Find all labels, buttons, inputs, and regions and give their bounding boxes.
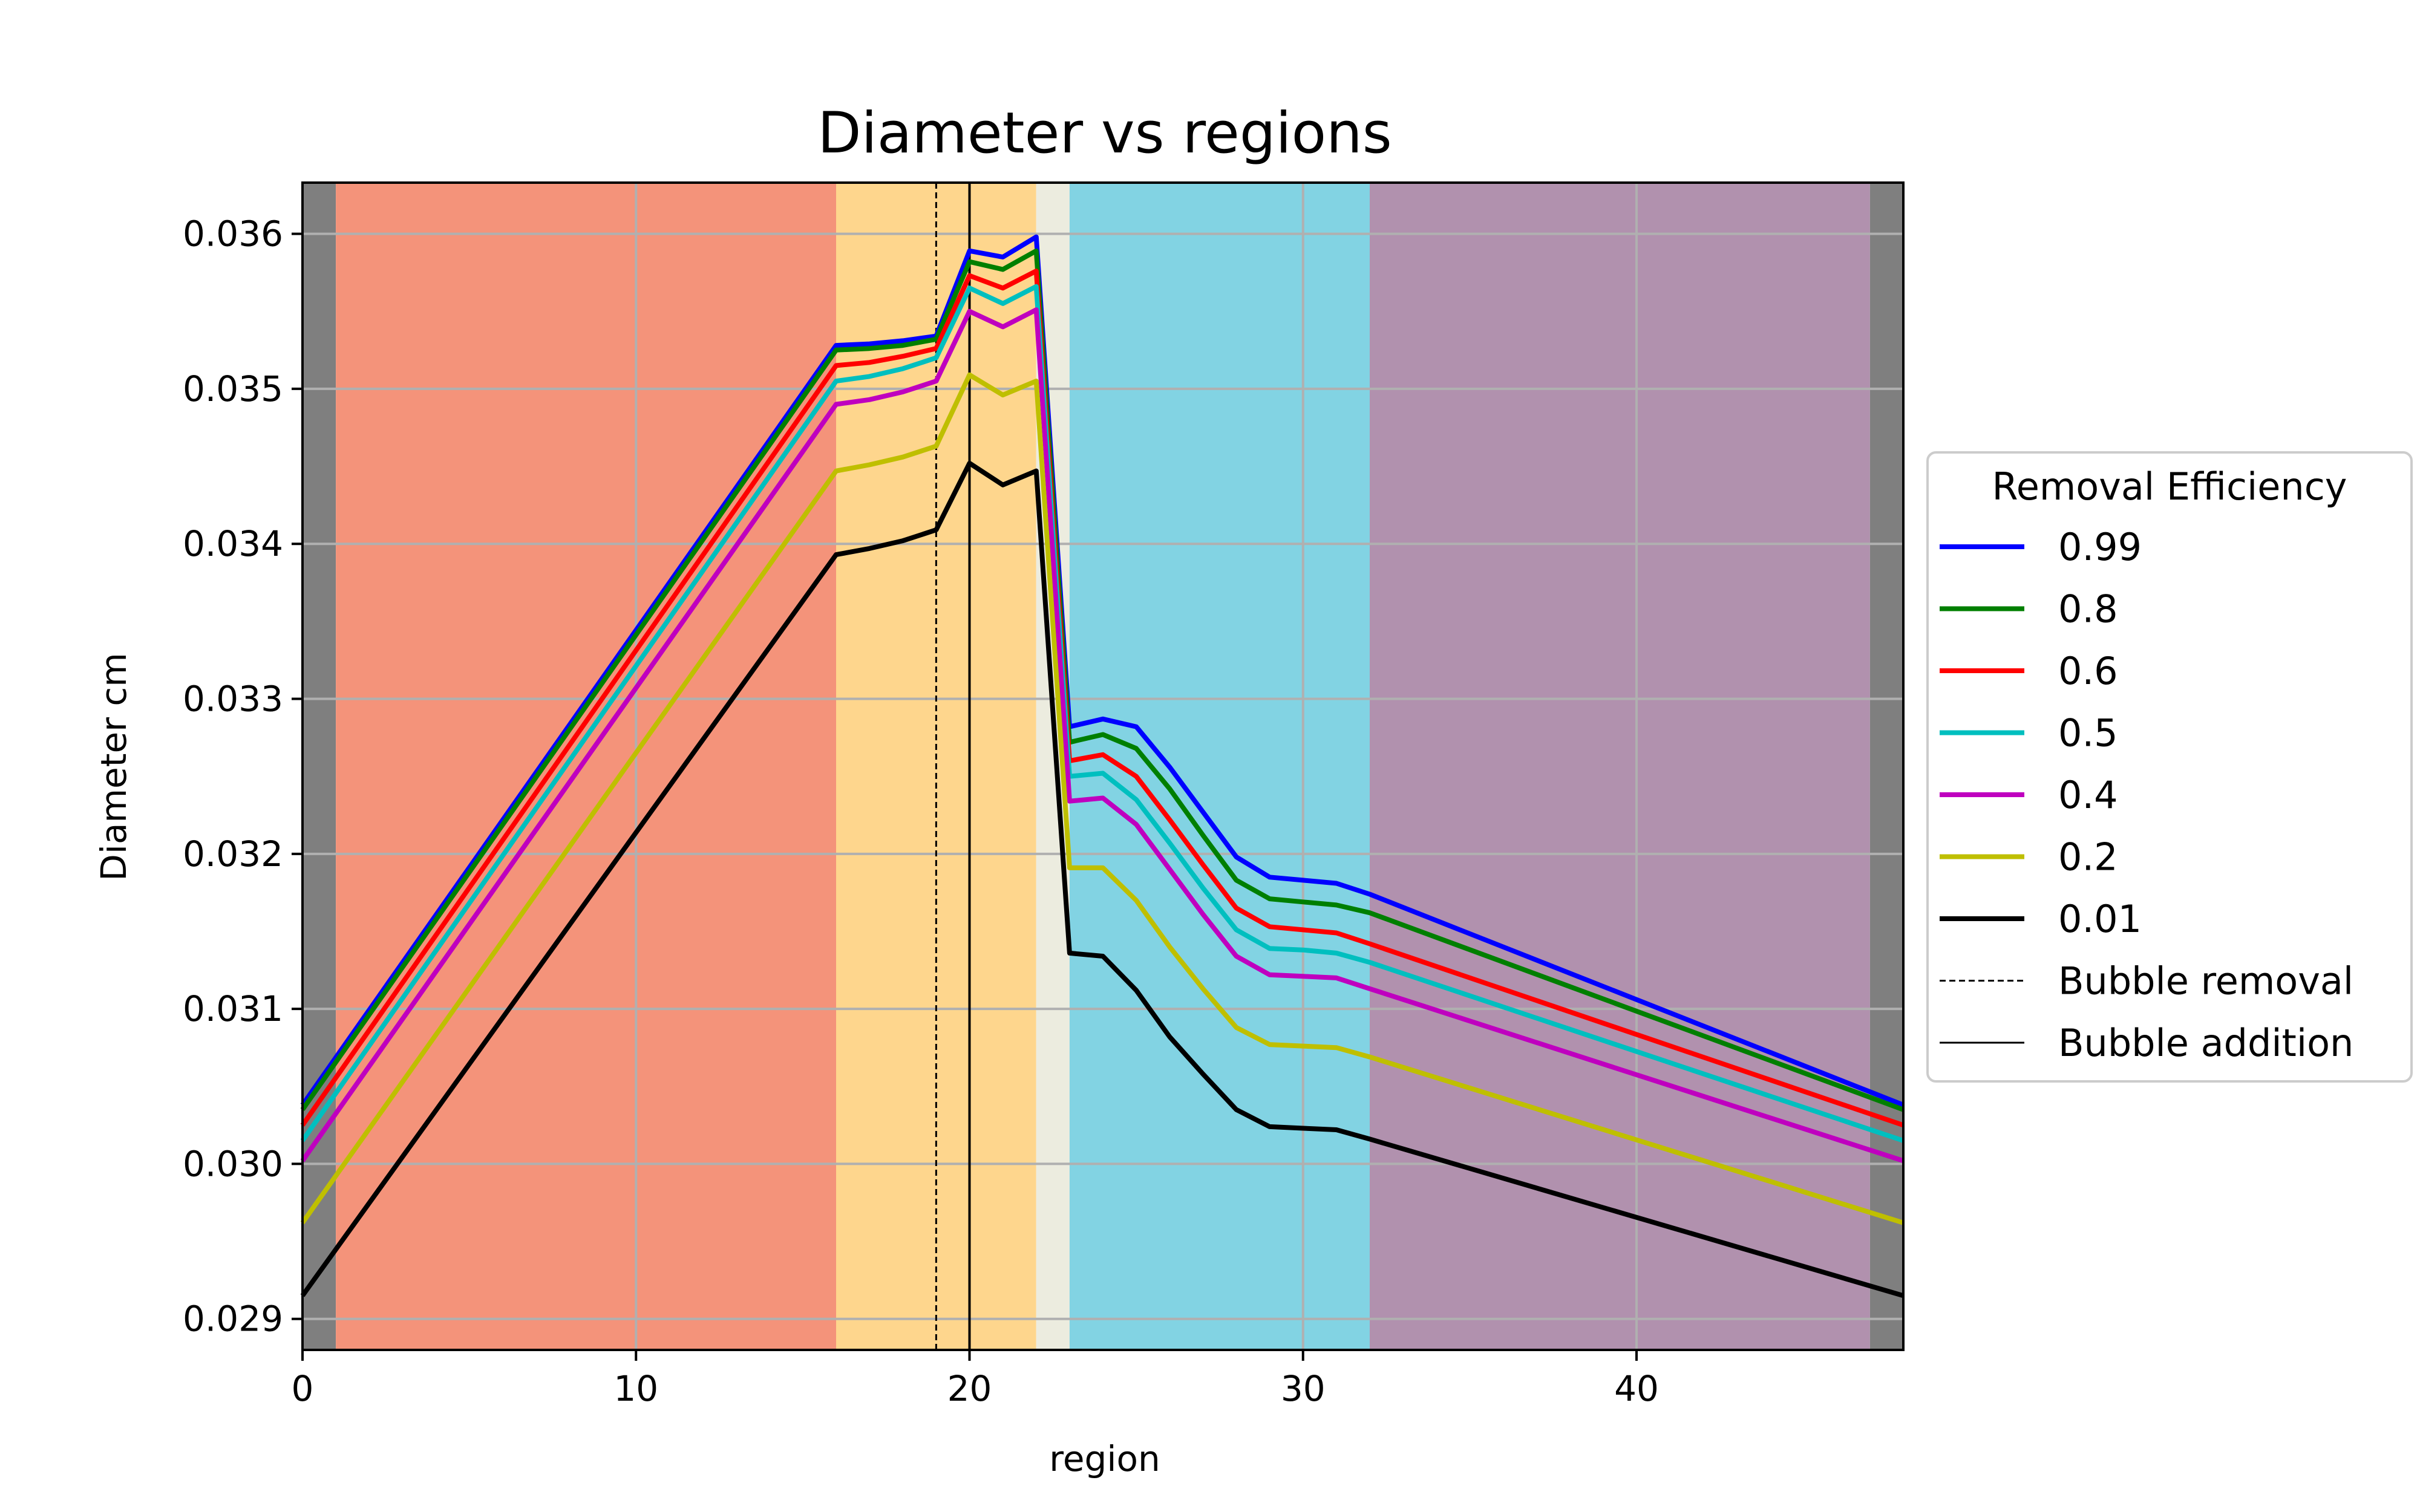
y-tick-label: 0.031: [183, 988, 283, 1029]
region-band: [302, 183, 336, 1350]
y-tick-label: 0.033: [183, 679, 283, 720]
x-tick-label: 40: [1614, 1368, 1659, 1409]
legend-label: 0.4: [2058, 773, 2118, 817]
x-tick-label: 30: [1281, 1368, 1326, 1409]
y-tick-label: 0.035: [183, 368, 283, 409]
legend-label: 0.5: [2058, 711, 2118, 755]
y-tick-label: 0.029: [183, 1299, 283, 1340]
x-tick-label: 0: [292, 1368, 314, 1409]
y-axis-label: Diameter cm: [93, 653, 134, 881]
legend-label: 0.2: [2058, 835, 2118, 879]
legend-label: 0.8: [2058, 587, 2118, 631]
y-tick-label: 0.030: [183, 1143, 283, 1184]
x-tick-label: 20: [947, 1368, 992, 1409]
legend-title: Removal Efficiency: [1992, 464, 2347, 509]
legend-label: Bubble removal: [2058, 959, 2353, 1003]
legend: Removal Efficiency 0.99 0.8 0.6 0.5 0.4 0.2 0.…: [1928, 452, 2412, 1081]
x-tick-label: 10: [613, 1368, 658, 1409]
legend-label: 0.01: [2058, 897, 2142, 941]
y-tick-label: 0.034: [183, 523, 283, 564]
y-tick-label: 0.032: [183, 833, 283, 875]
region-band: [1870, 183, 1903, 1350]
x-axis-label: region: [1049, 1438, 1160, 1479]
region-band: [1070, 183, 1370, 1350]
legend-label: 0.6: [2058, 649, 2118, 693]
region-band: [336, 183, 836, 1350]
legend-label: Bubble addition: [2058, 1021, 2353, 1065]
chart-title: Diameter vs regions: [817, 100, 1392, 166]
region-band: [1370, 183, 1870, 1350]
legend-label: 0.99: [2058, 525, 2142, 569]
y-tick-label: 0.036: [183, 213, 283, 255]
